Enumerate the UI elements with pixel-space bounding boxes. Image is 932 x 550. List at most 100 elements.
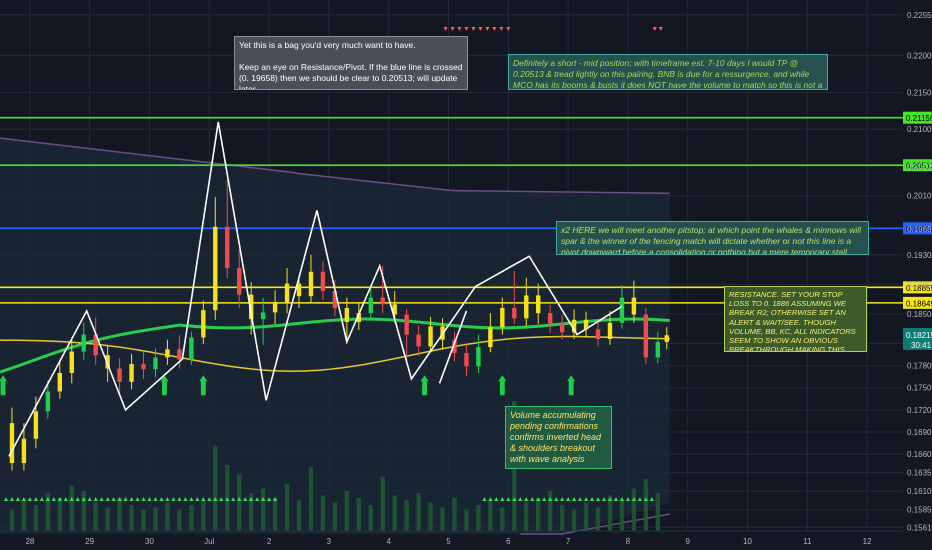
signal-arrow-up [422,381,427,396]
candle-body[interactable] [452,339,457,354]
candle-body[interactable] [631,297,637,315]
candle-body[interactable] [57,372,63,392]
x-tick-label: 4 [386,537,391,546]
candle-body[interactable] [547,313,553,324]
candle-body[interactable] [643,314,649,358]
level-lines[interactable]: 0.21156 0.20513 0.19658 0.18859 0.18649 [0,111,932,309]
candle-body[interactable] [512,307,517,319]
candle-body[interactable] [488,327,493,348]
candle-body[interactable] [248,294,254,320]
x-tick-label: 29 [85,537,94,546]
candle-body[interactable] [93,334,98,356]
candle-body[interactable] [260,312,266,320]
candle-body[interactable] [284,283,290,303]
candle-body[interactable] [619,297,625,323]
candle-body[interactable] [237,268,242,295]
volume-bar [45,493,51,531]
volume-bar [201,500,206,531]
candle-body[interactable] [105,355,110,369]
candle-body[interactable] [320,271,326,291]
candle-body[interactable] [524,295,529,319]
candle-body[interactable] [201,310,206,338]
candle-body[interactable] [21,438,27,464]
bottom-marker [63,497,68,501]
top-marker [478,27,483,31]
candle-body[interactable] [272,302,278,313]
candle-body[interactable] [356,313,362,322]
top-marker [499,27,504,31]
wave-polyline-2[interactable] [438,310,468,384]
candle-body[interactable] [536,295,541,314]
candle-body[interactable] [595,329,601,339]
candle-body[interactable] [45,391,51,412]
bottom-marker [141,497,146,501]
candle-body[interactable] [404,314,409,335]
candle-body[interactable] [344,307,350,322]
candle-body[interactable] [165,349,170,358]
candle-body[interactable] [141,364,146,370]
top-marker [443,27,448,31]
candle-body[interactable] [464,353,469,367]
bottom-marker [631,497,636,501]
candle-body[interactable] [296,283,302,297]
volume-bar [21,500,27,531]
candle-body[interactable] [368,297,373,314]
annotation-blue-line-pivot[interactable]: Yet this is a bag you'd very much want t… [234,36,468,90]
candle-body[interactable] [332,290,338,308]
candle-body[interactable] [655,341,661,358]
volume-bar [153,507,158,531]
price-timer: 30:41 [911,341,932,350]
candle-body[interactable] [33,411,39,439]
candle-body[interactable] [177,349,182,360]
candle-body[interactable] [213,226,218,311]
candle-body[interactable] [416,334,421,347]
annotation-short-mid-position[interactable]: Definitely a short - mid position; with … [508,54,828,90]
candle-body[interactable] [500,307,505,328]
annotation-volume-accumulating[interactable]: Volume accumulating pending confirmation… [505,406,612,469]
x-tick-label: 30 [145,537,154,546]
candle-body[interactable] [81,334,86,352]
signal-arrow-head [199,375,208,382]
bottom-marker [506,497,511,501]
candle-body[interactable] [117,368,122,382]
candle-body[interactable] [607,322,613,339]
time-axis[interactable]: 28 29 30 Jul 2 3 4 5 6 7 8 9 10 11 12 [0,530,903,546]
x-tick-label: 9 [685,537,690,546]
wave-polyline[interactable] [8,121,623,457]
annotation-resistance-stop-loss[interactable]: Resistance. set your stop loss to 0. 188… [724,286,867,352]
candle-body[interactable] [664,335,669,342]
volume-bar [213,445,218,531]
wave-analysis-line[interactable] [8,121,623,457]
candle-body[interactable] [69,351,74,373]
candle-body[interactable] [428,326,433,347]
candle-body[interactable] [583,319,589,330]
candle-body[interactable] [571,319,577,333]
candle-body[interactable] [9,423,15,464]
candlesticks[interactable] [9,180,669,471]
candle-body[interactable] [476,347,481,367]
candle-body[interactable] [559,323,565,333]
ma-line [0,335,670,372]
volume-bar [9,509,15,531]
candle-body[interactable] [189,337,194,360]
candle-body[interactable] [225,226,230,269]
signal-arrow-up [568,381,574,396]
bottom-marker [578,497,583,501]
volume-bar [260,488,266,531]
level-label: 0.18859 [906,284,932,293]
candle-body[interactable] [380,297,385,305]
candle-body[interactable] [392,304,397,315]
level-label: 0.19658 [906,225,932,234]
candle-body[interactable] [153,357,158,370]
x-tick-label: 3 [327,537,332,546]
volume-bar [368,505,373,531]
annotation-pitstop[interactable]: x2 HERE we will meet another pitstop; at… [556,221,869,255]
candle-body[interactable] [129,364,134,382]
candle-body[interactable] [308,271,314,297]
